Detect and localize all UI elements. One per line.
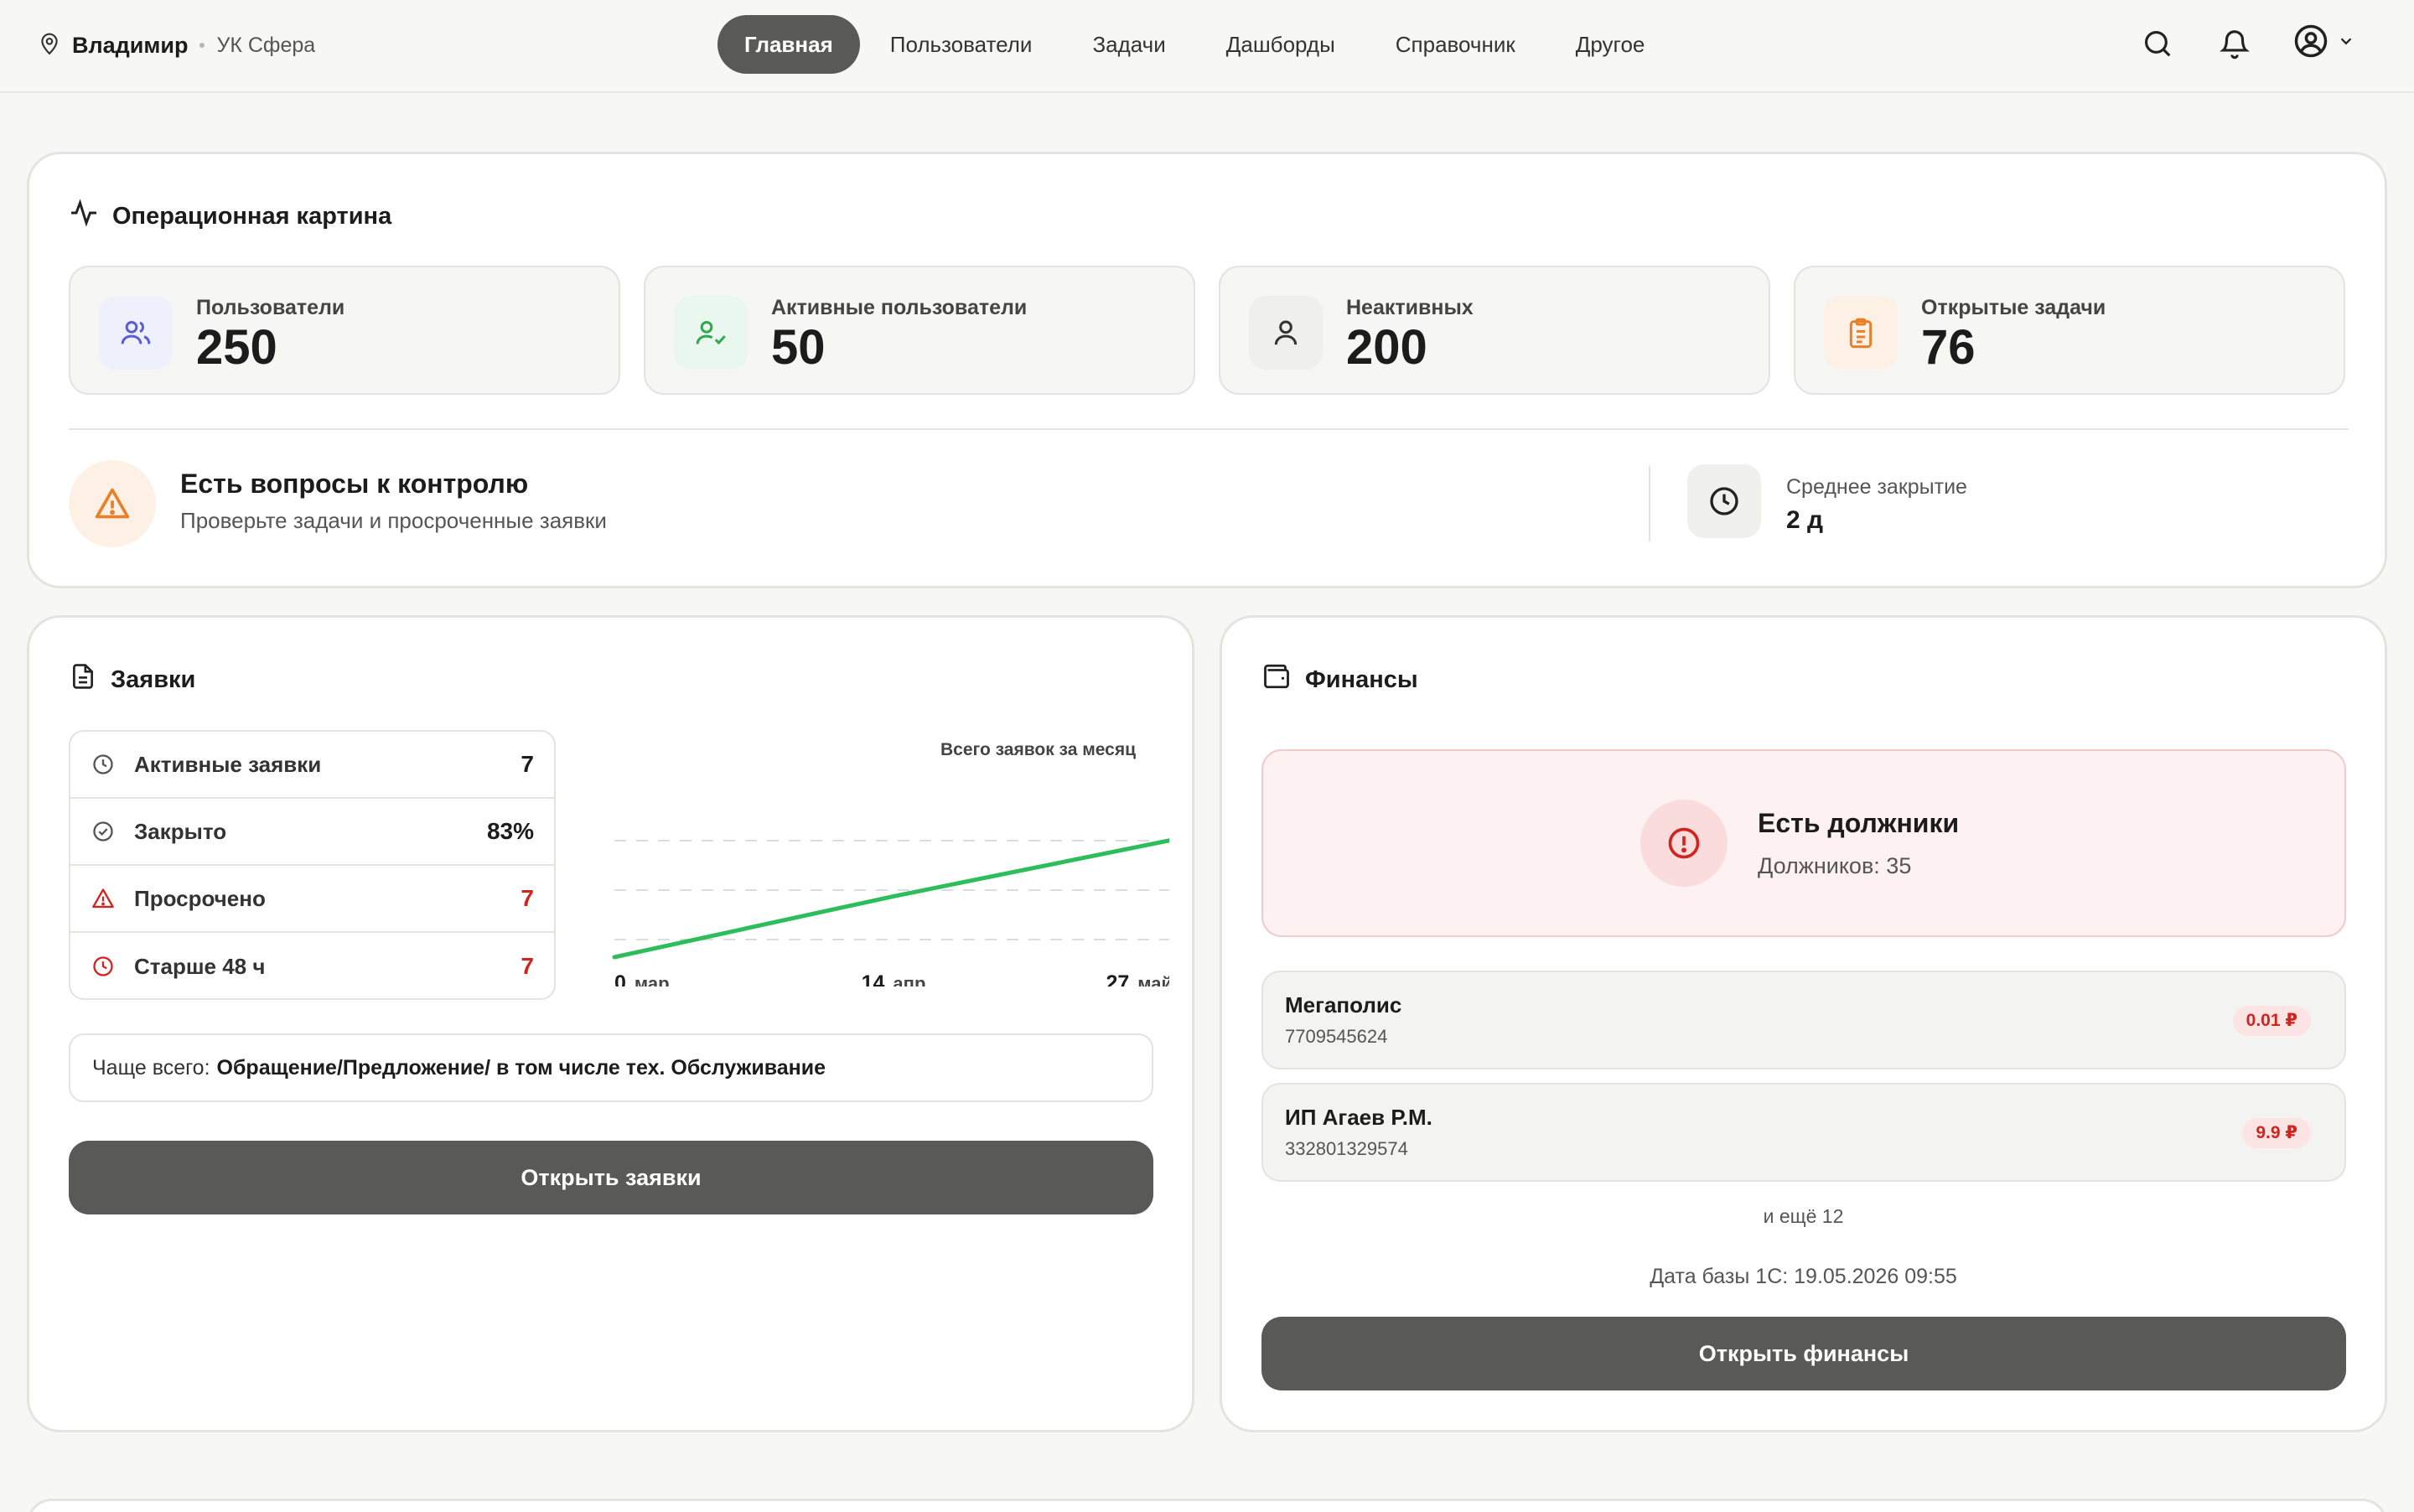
org-name: УК Сфера bbox=[216, 33, 316, 57]
nav-other[interactable]: Другое bbox=[1575, 32, 1645, 57]
location-selector[interactable]: Владимир УК Сфера bbox=[39, 28, 315, 62]
requests-summary-table: Активные заявки 7 Закрыто 83% Просрочено… bbox=[69, 730, 556, 1000]
debtor-item[interactable]: ИП Агаев Р.М. 332801329574 9.9 ₽ bbox=[1261, 1083, 2346, 1182]
avg-close-label: Среднее закрытие bbox=[1786, 475, 1967, 499]
open-finance-button[interactable]: Открыть финансы bbox=[1261, 1317, 2346, 1390]
top-header: Владимир УК Сфера Главная Пользователи З… bbox=[0, 0, 2414, 93]
operations-card: Операционная картина Пользователи 250 Ак… bbox=[27, 152, 2387, 588]
debt-amount-badge: 0.01 ₽ bbox=[2232, 1006, 2311, 1036]
debtor-name: ИП Агаев Р.М. bbox=[1285, 1105, 1432, 1130]
finance-title-row: Финансы bbox=[1261, 661, 1418, 698]
finance-title: Финансы bbox=[1305, 665, 1418, 693]
stat-inactive[interactable]: Неактивных 200 bbox=[1219, 266, 1770, 395]
req-row-closed[interactable]: Закрыто 83% bbox=[70, 799, 554, 866]
clock-icon bbox=[91, 954, 116, 979]
debt-amount-badge: 9.9 ₽ bbox=[2242, 1118, 2311, 1148]
activity-icon bbox=[69, 198, 99, 235]
stat-label: Неактивных bbox=[1346, 296, 1474, 319]
req-row-value: 7 bbox=[521, 953, 534, 979]
vertical-divider bbox=[1649, 466, 1650, 541]
req-row-label: Просрочено bbox=[134, 885, 266, 911]
map-pin-icon bbox=[39, 32, 60, 60]
user-check-icon bbox=[674, 296, 748, 370]
debtor-inn: 332801329574 bbox=[1285, 1138, 1408, 1159]
debtors-title: Есть должники bbox=[1758, 808, 1960, 838]
document-icon bbox=[69, 661, 97, 698]
alert-subtitle: Проверьте задачи и просроченные заявки bbox=[180, 508, 607, 533]
debtor-name: Мегаполис bbox=[1285, 992, 1402, 1017]
clipboard-icon bbox=[1824, 296, 1898, 370]
search-icon[interactable] bbox=[2139, 25, 2176, 62]
nav-reference[interactable]: Справочник bbox=[1395, 32, 1515, 57]
stat-users[interactable]: Пользователи 250 bbox=[69, 266, 620, 395]
nav-dashboards[interactable]: Дашборды bbox=[1225, 32, 1335, 57]
debtors-count: Должников: 35 bbox=[1758, 853, 1912, 878]
avg-close-value: 2 д bbox=[1786, 506, 1824, 534]
stat-open-tasks[interactable]: Открытые задачи 76 bbox=[1794, 266, 2345, 395]
requests-chart: Всего заявок за месяц 0 мар 14 апр 27 май bbox=[583, 735, 1175, 995]
req-row-active[interactable]: Активные заявки 7 bbox=[70, 732, 554, 799]
req-row-value: 7 bbox=[521, 885, 534, 911]
debtor-item[interactable]: Мегаполис 7709545624 0.01 ₽ bbox=[1261, 971, 2346, 1069]
wallet-icon bbox=[1261, 661, 1292, 698]
warning-icon bbox=[91, 886, 116, 911]
req-row-older-48h[interactable]: Старше 48 ч 7 bbox=[70, 933, 554, 998]
stat-label: Открытые задачи bbox=[1921, 296, 2106, 319]
most-frequent-box: Чаще всего: Обращение/Предложение/ в том… bbox=[69, 1033, 1153, 1102]
requests-title: Заявки bbox=[111, 665, 196, 693]
req-row-value: 83% bbox=[486, 818, 534, 844]
db-date: Дата базы 1С: 19.05.2026 09:55 bbox=[1650, 1265, 1957, 1288]
nav-home[interactable]: Главная bbox=[717, 15, 860, 74]
warning-icon bbox=[69, 460, 156, 547]
stat-value: 50 bbox=[771, 320, 826, 375]
alert-title: Есть вопросы к контролю bbox=[180, 469, 529, 499]
x-tick-label: 27 май bbox=[1106, 971, 1169, 986]
req-row-value: 7 bbox=[521, 751, 534, 777]
stat-active-users[interactable]: Активные пользователи 50 bbox=[644, 266, 1195, 395]
chart-title: Всего заявок за месяц bbox=[940, 740, 1136, 759]
most-frequent-value: Обращение/Предложение/ в том числе тех. … bbox=[216, 1055, 826, 1080]
stat-label: Активные пользователи bbox=[771, 296, 1028, 319]
next-card-partial bbox=[27, 1499, 2387, 1512]
req-row-overdue[interactable]: Просрочено 7 bbox=[70, 866, 554, 933]
stat-label: Пользователи bbox=[196, 296, 345, 319]
requests-title-row: Заявки bbox=[69, 661, 195, 698]
open-requests-button[interactable]: Открыть заявки bbox=[69, 1141, 1153, 1214]
bell-icon[interactable] bbox=[2216, 25, 2253, 62]
check-circle-icon bbox=[91, 819, 116, 844]
divider bbox=[69, 428, 2349, 430]
x-tick-label: 14 апр bbox=[862, 971, 926, 986]
header-actions bbox=[2139, 23, 2355, 63]
operations-title-row: Операционная картина bbox=[69, 198, 391, 235]
user-menu[interactable] bbox=[2293, 23, 2355, 63]
req-row-label: Активные заявки bbox=[134, 751, 322, 777]
chart-svg: 0 мар 14 апр 27 май bbox=[612, 837, 1175, 995]
city-name: Владимир bbox=[72, 32, 189, 58]
chevron-down-icon bbox=[2337, 32, 2355, 54]
users-icon bbox=[99, 296, 173, 370]
req-row-label: Старше 48 ч bbox=[134, 953, 266, 979]
nav-tasks[interactable]: Задачи bbox=[1092, 32, 1166, 57]
stat-value: 250 bbox=[196, 320, 277, 375]
main-nav: Главная Пользователи Задачи Дашборды Спр… bbox=[717, 15, 1675, 74]
more-debtors-link[interactable]: и ещё 12 bbox=[1763, 1205, 1844, 1227]
user-circle-icon bbox=[2293, 23, 2329, 63]
separator-dot bbox=[199, 43, 205, 48]
series-line bbox=[612, 837, 1175, 960]
clock-icon bbox=[91, 752, 116, 777]
req-row-label: Закрыто bbox=[134, 818, 227, 844]
user-icon bbox=[1249, 296, 1323, 370]
operations-title: Операционная картина bbox=[112, 202, 392, 230]
debtors-alert[interactable]: Есть должники Должников: 35 bbox=[1261, 749, 2346, 937]
requests-card: Заявки Активные заявки 7 Закрыто 83% Про… bbox=[27, 615, 1194, 1432]
nav-users[interactable]: Пользователи bbox=[889, 32, 1033, 57]
x-tick-label: 0 мар bbox=[614, 971, 670, 986]
most-frequent-label: Чаще всего: bbox=[92, 1055, 210, 1080]
stat-value: 200 bbox=[1346, 320, 1427, 375]
debtor-inn: 7709545624 bbox=[1285, 1026, 1388, 1047]
alert-circle-icon bbox=[1640, 800, 1728, 887]
finance-card: Финансы Есть должники Должников: 35 Мега… bbox=[1220, 615, 2387, 1432]
clock-icon bbox=[1687, 464, 1761, 538]
stat-value: 76 bbox=[1921, 320, 1976, 375]
